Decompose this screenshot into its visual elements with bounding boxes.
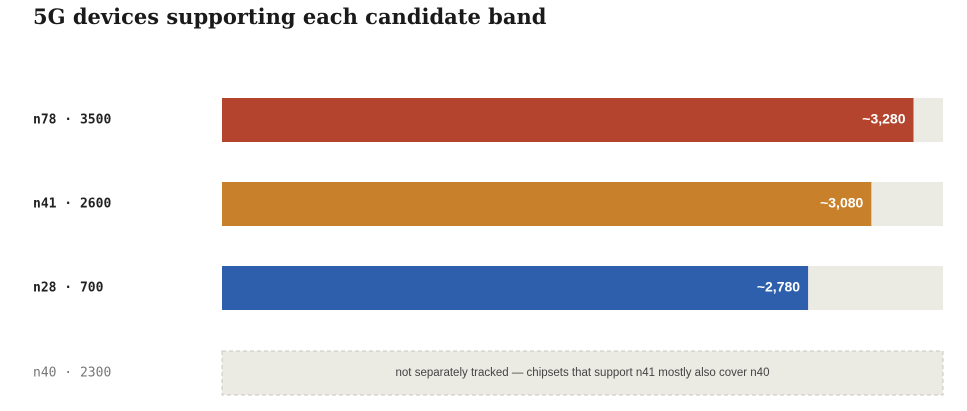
- category-label: n41 · 2600: [33, 197, 111, 212]
- category-label: n28 · 700: [33, 281, 104, 296]
- category-label: n78 · 3500: [33, 113, 111, 128]
- category-label: n40 · 2300: [33, 366, 111, 381]
- chart-title: 5G devices supporting each candidate ban…: [33, 4, 547, 29]
- bar: [222, 98, 914, 142]
- value-label: ~3,080: [820, 195, 863, 211]
- bar: [222, 266, 809, 310]
- note-box: [221, 350, 944, 396]
- bar: [222, 182, 872, 226]
- annotation: not separately tracked — chipsets that s…: [396, 367, 770, 379]
- value-label: ~2,780: [757, 279, 800, 295]
- value-label: ~3,280: [862, 111, 905, 127]
